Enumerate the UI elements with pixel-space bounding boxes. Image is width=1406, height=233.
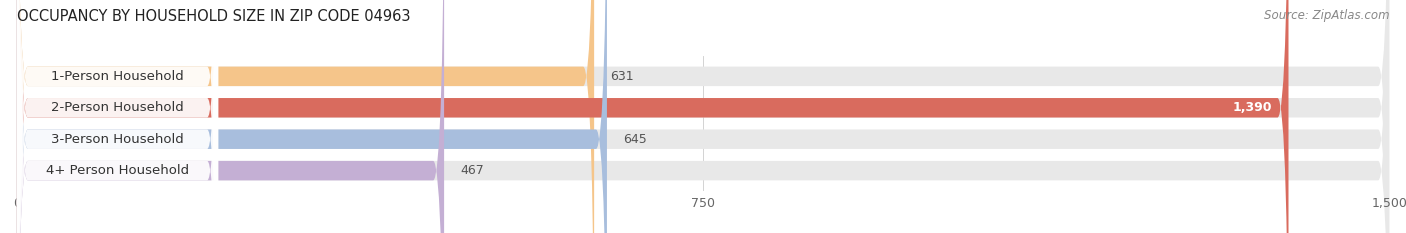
FancyBboxPatch shape <box>17 0 595 233</box>
Text: 4+ Person Household: 4+ Person Household <box>46 164 188 177</box>
Text: 645: 645 <box>623 133 647 146</box>
Text: 467: 467 <box>461 164 484 177</box>
Text: 1-Person Household: 1-Person Household <box>51 70 184 83</box>
FancyBboxPatch shape <box>17 0 607 233</box>
FancyBboxPatch shape <box>17 0 218 233</box>
FancyBboxPatch shape <box>17 0 1389 233</box>
Text: Source: ZipAtlas.com: Source: ZipAtlas.com <box>1264 9 1389 22</box>
Text: 3-Person Household: 3-Person Household <box>51 133 184 146</box>
Text: 2-Person Household: 2-Person Household <box>51 101 184 114</box>
FancyBboxPatch shape <box>17 0 1389 233</box>
Text: 631: 631 <box>610 70 634 83</box>
FancyBboxPatch shape <box>17 0 1389 233</box>
FancyBboxPatch shape <box>17 0 444 233</box>
FancyBboxPatch shape <box>17 0 218 233</box>
FancyBboxPatch shape <box>17 0 218 233</box>
Text: OCCUPANCY BY HOUSEHOLD SIZE IN ZIP CODE 04963: OCCUPANCY BY HOUSEHOLD SIZE IN ZIP CODE … <box>17 9 411 24</box>
FancyBboxPatch shape <box>17 0 1288 233</box>
Text: 1,390: 1,390 <box>1233 101 1272 114</box>
FancyBboxPatch shape <box>17 0 1389 233</box>
FancyBboxPatch shape <box>17 0 218 233</box>
